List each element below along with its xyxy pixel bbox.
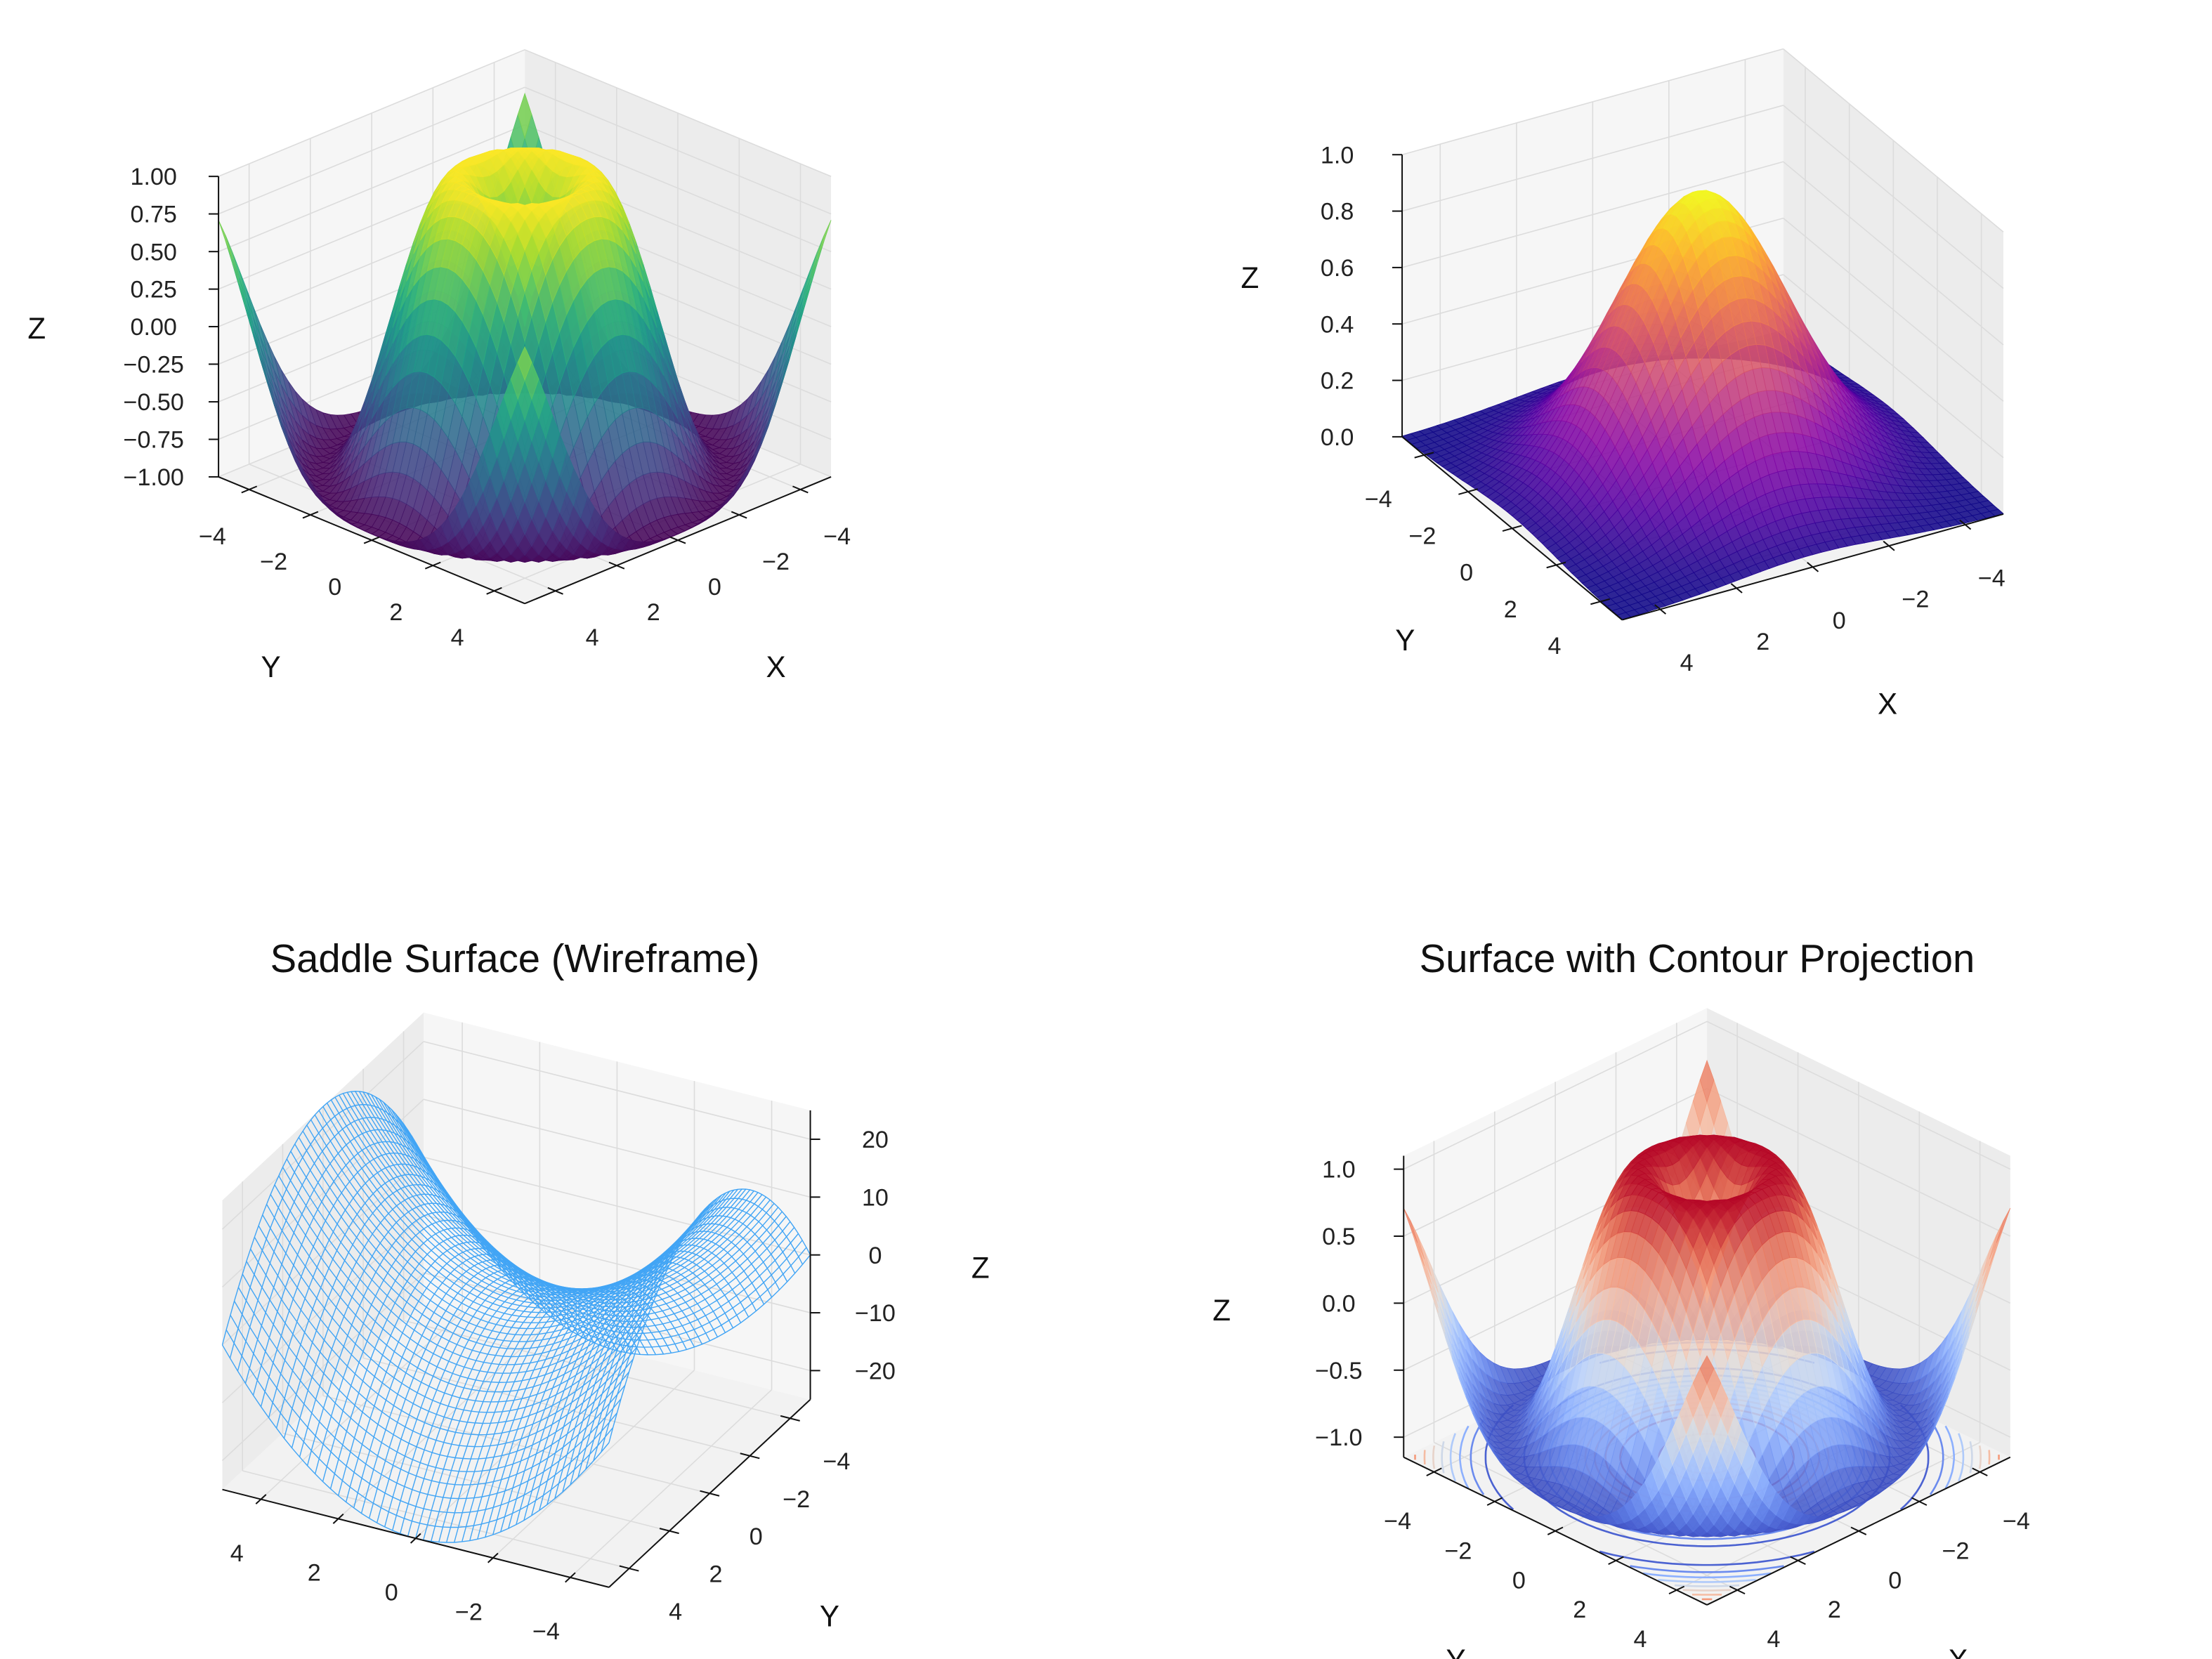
z-axis-label: Z — [1241, 261, 1259, 294]
contour-line — [1674, 1584, 1740, 1587]
y-tick-label: 0 — [750, 1523, 763, 1550]
y-tick-label: 4 — [1547, 633, 1561, 660]
contour-line — [1432, 1445, 1436, 1469]
contour-line — [1683, 1589, 1732, 1592]
x-tick-label: 0 — [1833, 608, 1846, 634]
z-tick-label: −0.75 — [124, 427, 184, 454]
y-tick-label: −4 — [199, 523, 226, 550]
y-tick-label: 2 — [389, 599, 403, 626]
y-tick-label: −4 — [1365, 486, 1392, 513]
x-tick-label: −2 — [455, 1599, 483, 1625]
y-tick-label: 2 — [1504, 596, 1517, 623]
z-tick-label: 20 — [862, 1127, 889, 1153]
x-tick-label: −4 — [1978, 565, 2005, 592]
y-tick-label: −4 — [823, 1448, 850, 1475]
z-axis-label: Z — [971, 1252, 990, 1285]
x-tick-label: 0 — [385, 1580, 398, 1606]
x-tick-label: 2 — [647, 599, 660, 626]
z-tick-label: −20 — [855, 1358, 896, 1384]
z-tick-label: 1.00 — [130, 164, 176, 190]
surface-facet — [517, 92, 532, 140]
x-tick-label: 0 — [708, 574, 721, 601]
contour-line — [1978, 1445, 1982, 1469]
z-tick-label: 0.2 — [1321, 368, 1354, 395]
grid-line — [218, 124, 525, 252]
x-tick-label: −2 — [762, 549, 790, 575]
y-tick-label: 2 — [709, 1561, 723, 1588]
z-axis-label: Z — [27, 312, 46, 345]
grid-line — [218, 49, 525, 177]
grid-line — [524, 49, 832, 177]
y-tick-label: −2 — [1408, 523, 1436, 549]
x-tick-label: 4 — [1680, 650, 1694, 676]
z-tick-label: −0.50 — [124, 389, 184, 416]
z-tick-label: 0.6 — [1321, 255, 1354, 282]
y-tick-label: 0 — [1460, 560, 1473, 586]
z-tick-label: 0.50 — [130, 239, 176, 265]
y-tick-label: 4 — [669, 1599, 682, 1625]
z-tick-label: 10 — [862, 1184, 889, 1211]
y-axis-label: Y — [820, 1600, 839, 1633]
grid-line — [218, 86, 525, 215]
y-axis-label: Y — [261, 650, 281, 683]
z-tick-label: 0.25 — [130, 277, 176, 303]
x-tick-label: 2 — [1756, 629, 1769, 655]
y-tick-label: −2 — [783, 1486, 810, 1513]
z-tick-label: −1.00 — [124, 464, 184, 491]
z-tick-label: 0.00 — [130, 314, 176, 341]
z-tick-label: 0.0 — [1321, 424, 1354, 451]
x-tick-label: 4 — [230, 1540, 244, 1567]
chart-panel-1: −4 −2 0 2 4 −4 −2 0 2 4 −1.00 −0.75 −0.50 −0.25 0.00 0.… — [27, 49, 851, 683]
z-tick-label: 0.4 — [1321, 311, 1354, 338]
grid-line — [524, 124, 832, 252]
x-axis-label: X — [1878, 687, 1897, 720]
x-tick-label: −4 — [532, 1618, 560, 1645]
x-tick-label: 4 — [586, 624, 599, 651]
y-axis-label: Y — [1395, 624, 1415, 657]
grid-line — [524, 86, 832, 215]
x-axis-label: X — [766, 650, 785, 683]
x-tick-label: 2 — [308, 1560, 321, 1587]
z-tick-label: 0 — [868, 1242, 882, 1269]
y-tick-label: 4 — [451, 624, 464, 651]
z-tick-label: 0.8 — [1321, 199, 1354, 225]
x-tick-label: −2 — [1902, 586, 1929, 613]
z-tick-label: −0.25 — [124, 352, 184, 379]
x-tick-label: −4 — [823, 523, 851, 550]
y-tick-label: −2 — [260, 549, 287, 575]
z-tick-label: 1.0 — [1321, 142, 1354, 169]
y-tick-label: 0 — [328, 574, 341, 601]
chart-panel-2: −4 −2 0 2 4 −4 −2 0 2 4 0.0 0.2 0.4 0.6 0.8 1.0 X Y Z — [1241, 48, 2005, 720]
z-tick-label: −10 — [855, 1300, 896, 1327]
z-tick-label: 0.75 — [130, 202, 176, 228]
